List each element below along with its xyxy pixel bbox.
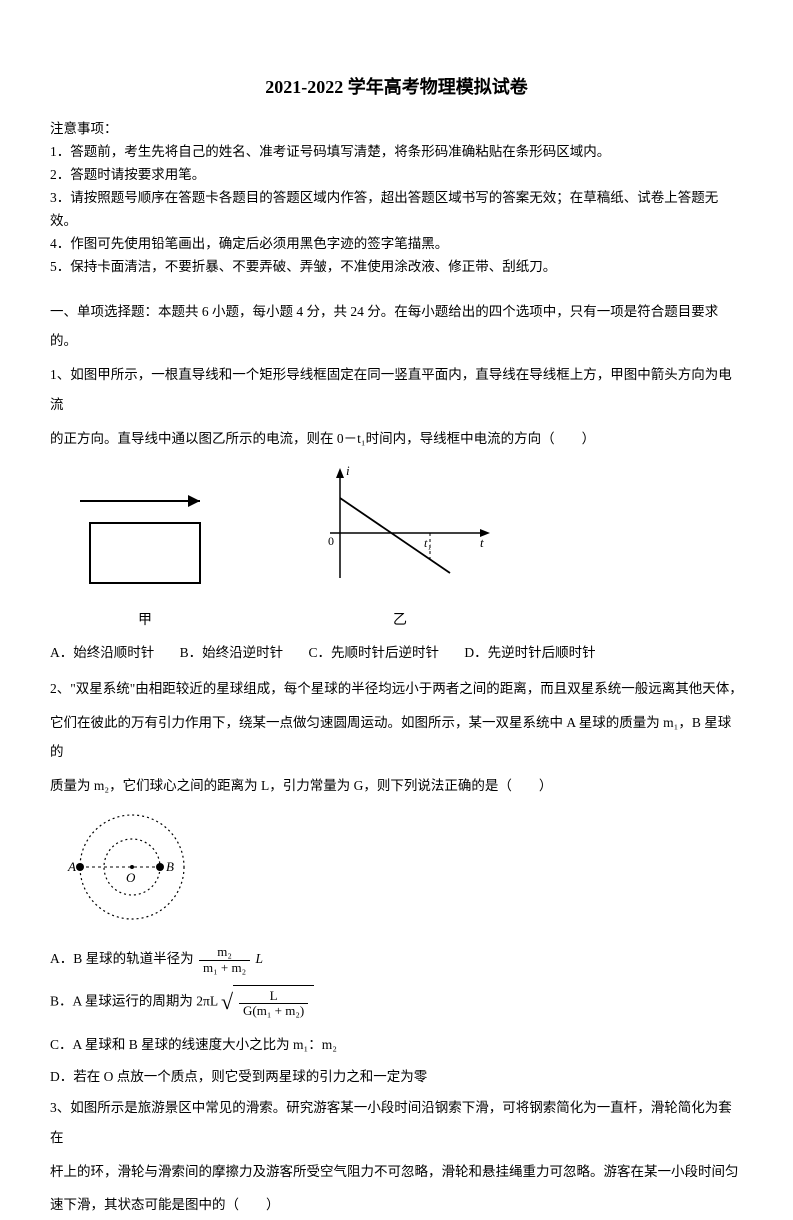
instruction-4: 4．作图可先使用铅笔画出，确定后必须用黑色字迹的签字笔描黑。 [50, 233, 743, 256]
q1-options: A．始终沿顺时针 B．始终沿逆时针 C．先顺时针后逆时针 D．先逆时针后顺时针 [50, 640, 743, 666]
q2a-num: m₂ [199, 945, 250, 960]
q2-option-c: C．A 星球和 B 星球的线速度大小之比为 m₁：m₂ [50, 1029, 743, 1061]
q2-option-b: B．A 星球运行的周期为 2πL √ L G(m₁ + m₂) [50, 976, 743, 1029]
svg-text:A: A [67, 859, 76, 874]
q2-option-d: D．若在 O 点放一个质点，则它受到两星球的引力之和一定为零 [50, 1061, 743, 1093]
fraction-icon: m₂ m₁ + m₂ [199, 945, 250, 975]
instruction-5: 5．保持卡面清洁，不要折暴、不要弄破、弄皱，不准使用涂改液、修正带、刮纸刀。 [50, 256, 743, 279]
page-title: 2021-2022 学年高考物理模拟试卷 [50, 70, 743, 104]
q2-text-line3: 质量为 m₂，它们球心之间的距离为 L，引力常量为 G，则下列说法正确的是（ ） [50, 771, 743, 801]
q2a-den: m₁ + m₂ [199, 961, 250, 975]
binary-star-icon: A B O [60, 807, 210, 927]
fig2-label: 乙 [300, 608, 500, 635]
svg-text:O: O [126, 870, 136, 885]
q2-text-line2: 它们在彼此的万有引力作用下，绕某一点做匀速圆周运动。如图所示，某一双星系统中 A… [50, 708, 743, 767]
figure-yi: i t 0 t₁ 乙 [300, 463, 500, 634]
q2-option-a: A．B 星球的轨道半径为 m₂ m₁ + m₂ L [50, 943, 743, 975]
binary-star-figure: A B O [60, 807, 743, 938]
svg-text:B: B [166, 859, 174, 874]
instruction-1: 1．答题前，考生先将自己的姓名、准考证号码填写清楚，将条形码准确粘贴在条形码区域… [50, 141, 743, 164]
q1-figures: 甲 i t 0 t₁ 乙 [70, 463, 743, 634]
section1-intro: 一、单项选择题：本题共 6 小题，每小题 4 分，共 24 分。在每小题给出的四… [50, 297, 743, 356]
q2-text-line1: 2、"双星系统"由相距较近的星球组成，每个星球的半径均远小于两者之间的距离，而且… [50, 674, 743, 704]
q3-text-line3: 速下滑，其状态可能是图中的（ ） [50, 1190, 743, 1220]
q2b-prefix: B．A 星球运行的周期为 2πL [50, 993, 218, 1008]
svg-text:t: t [480, 535, 484, 550]
fig1-label: 甲 [70, 608, 220, 635]
svg-text:0: 0 [328, 534, 334, 548]
q3-text-line2: 杆上的环，滑轮与滑索间的摩擦力及游客所受空气阻力不可忽略，滑轮和悬挂绳重力可忽略… [50, 1157, 743, 1187]
q1-text-line1: 1、如图甲所示，一根直导线和一个矩形导线框固定在同一竖直平面内，直导线在导线框上… [50, 360, 743, 419]
wire-rect-icon [70, 483, 220, 593]
svg-text:i: i [346, 463, 350, 478]
q3-text-line1: 3、如图所示是旅游景区中常见的滑索。研究游客某一小段时间沿钢索下滑，可将钢索简化… [50, 1093, 743, 1152]
current-graph-icon: i t 0 t₁ [300, 463, 500, 593]
instruction-2: 2．答题时请按要求用笔。 [50, 164, 743, 187]
q1-option-b: B．始终沿逆时针 [180, 640, 284, 666]
q2b-den: G(m₁ + m₂) [239, 1004, 308, 1018]
figure-jia: 甲 [70, 483, 220, 634]
q1-option-c: C．先顺时针后逆时针 [309, 640, 440, 666]
q2a-suffix: L [256, 951, 264, 966]
instruction-3: 3．请按照题号顺序在答题卡各题目的答题区域内作答，超出答题区域书写的答案无效；在… [50, 187, 743, 233]
q1-text-line2: 的正方向。直导线中通以图乙所示的电流，则在 0－t₁时间内，导线框中电流的方向（… [50, 424, 743, 454]
q2b-num: L [239, 989, 308, 1004]
fraction-icon: L G(m₁ + m₂) [239, 989, 308, 1019]
sqrt-icon: √ L G(m₁ + m₂) [221, 976, 314, 1029]
q2a-prefix: A．B 星球的轨道半径为 [50, 951, 194, 966]
q1-option-d: D．先逆时针后顺时针 [464, 640, 595, 666]
svg-text:t₁: t₁ [424, 536, 432, 550]
q1-option-a: A．始终沿顺时针 [50, 640, 154, 666]
instructions-header: 注意事项： [50, 118, 743, 141]
instructions-block: 注意事项： 1．答题前，考生先将自己的姓名、准考证号码填写清楚，将条形码准确粘贴… [50, 118, 743, 279]
